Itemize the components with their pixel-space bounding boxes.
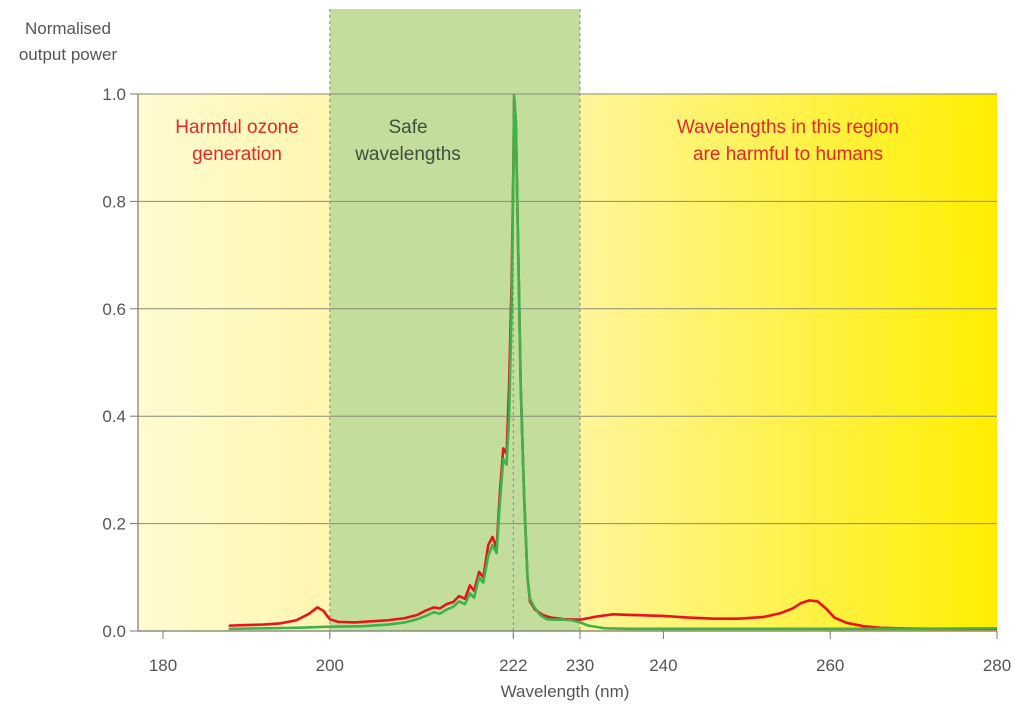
x-tick-label-230: 230 (566, 656, 594, 675)
x-tick-label-260: 260 (816, 656, 844, 675)
region-ozone-label-line-2: generation (192, 144, 282, 165)
region-ozone-label-line-1: Harmful ozone (175, 117, 299, 138)
label-layer: Harmful ozone generation Safe wavelengths Wa… (175, 117, 899, 165)
region-safe-label-line-1: Safe (388, 117, 427, 138)
y-axis-title-line-2: output power (19, 45, 118, 64)
y-tick-label-4: 0.8 (102, 192, 126, 211)
uv-spectrum-chart: 180 200 222 230 240 260 2800.00.20.40.60.81.0 … (19, 9, 1011, 701)
x-tick-label-222: 222 (499, 656, 527, 675)
y-tick-label-2: 0.4 (102, 407, 126, 426)
y-axis-title-line-1: Normalised (25, 19, 111, 38)
y-tick-label-3: 0.6 (102, 300, 126, 319)
y-tick-label-0: 0.0 (102, 622, 126, 641)
region-harmful-label-line-2: are harmful to humans (693, 144, 883, 165)
grid-layer (138, 93, 997, 525)
region-safe (329, 9, 581, 631)
y-tick-label-1: 0.2 (102, 515, 126, 534)
y-tick-label-5: 1.0 (102, 85, 126, 104)
x-tick-label-200: 200 (316, 656, 344, 675)
x-tick-label-240: 240 (649, 656, 677, 675)
region-harmful (580, 94, 997, 631)
region-ozone (138, 94, 330, 631)
series-line-2 (228, 94, 997, 631)
x-tick-label-180: 180 (149, 656, 177, 675)
axis-layer: 180 200 222 230 240 260 280 0.0 0.2 0.4 0.6 0.8 1.0 (102, 85, 1011, 675)
x-axis-title: Wavelength (nm) (501, 682, 630, 701)
x-tick-label-280: 280 (983, 656, 1011, 675)
region-harmful-label-line-1: Wavelengths in this region (677, 117, 899, 138)
chart-frame: 180 200 222 230 240 260 280 0.0 0.2 0.4 0.6 0.8 1.0 … (3, 3, 1019, 712)
regions-layer (138, 9, 997, 631)
series-layer (228, 94, 997, 631)
region-safe-label-line-2: wavelengths (354, 144, 461, 165)
